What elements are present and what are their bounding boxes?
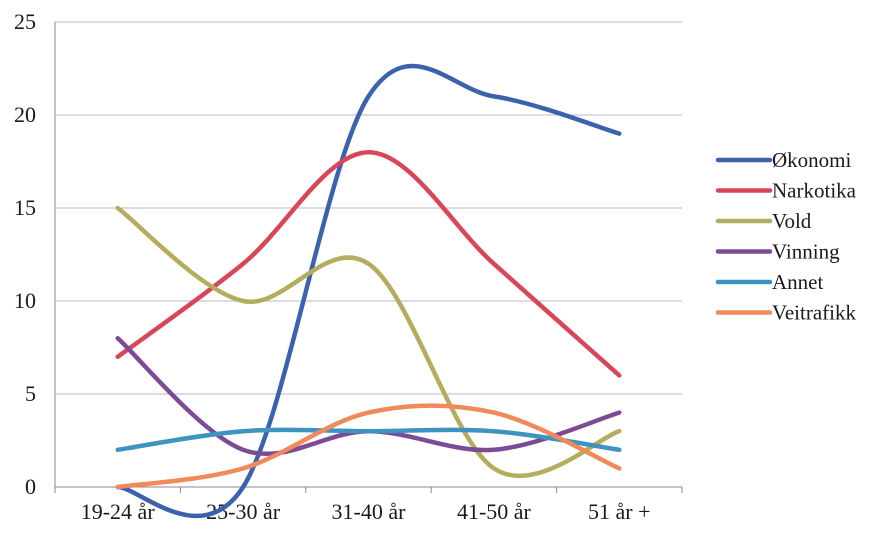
legend-label-veitrafikk: Veitrafikk [772,301,856,325]
legend-label-okonomi: Økonomi [772,148,852,172]
x-tick-label: 51 år + [588,499,651,524]
grid-layer [55,21,682,395]
legend-label-vinning: Vinning [772,240,840,264]
y-tick-label: 20 [14,102,36,127]
x-tick-label: 19-24 år [81,499,156,524]
series-line-veitrafikk [115,403,622,490]
x-tick-label: 31-40 år [332,499,407,524]
legend-label-annet: Annet [772,270,823,294]
x-tick-label: 41-50 år [457,499,532,524]
y-tick-label: 5 [25,381,36,406]
legend-label-narkotika: Narkotika [772,179,857,203]
y-tick-label: 25 [14,9,36,34]
y-tick-label: 15 [14,195,36,220]
legend-label-vold: Vold [772,209,812,233]
series-line-narkotika [115,149,622,378]
series-line-annet [115,427,622,453]
legend: Økonomi Narkotika Vold Vinning Annet Veitrafi… [715,148,857,325]
y-tick-label: 0 [25,474,36,499]
series-line-vold [115,205,622,478]
series-line-okonomi [115,63,622,519]
y-tick-label: 10 [14,288,36,313]
series-layer [115,63,622,519]
